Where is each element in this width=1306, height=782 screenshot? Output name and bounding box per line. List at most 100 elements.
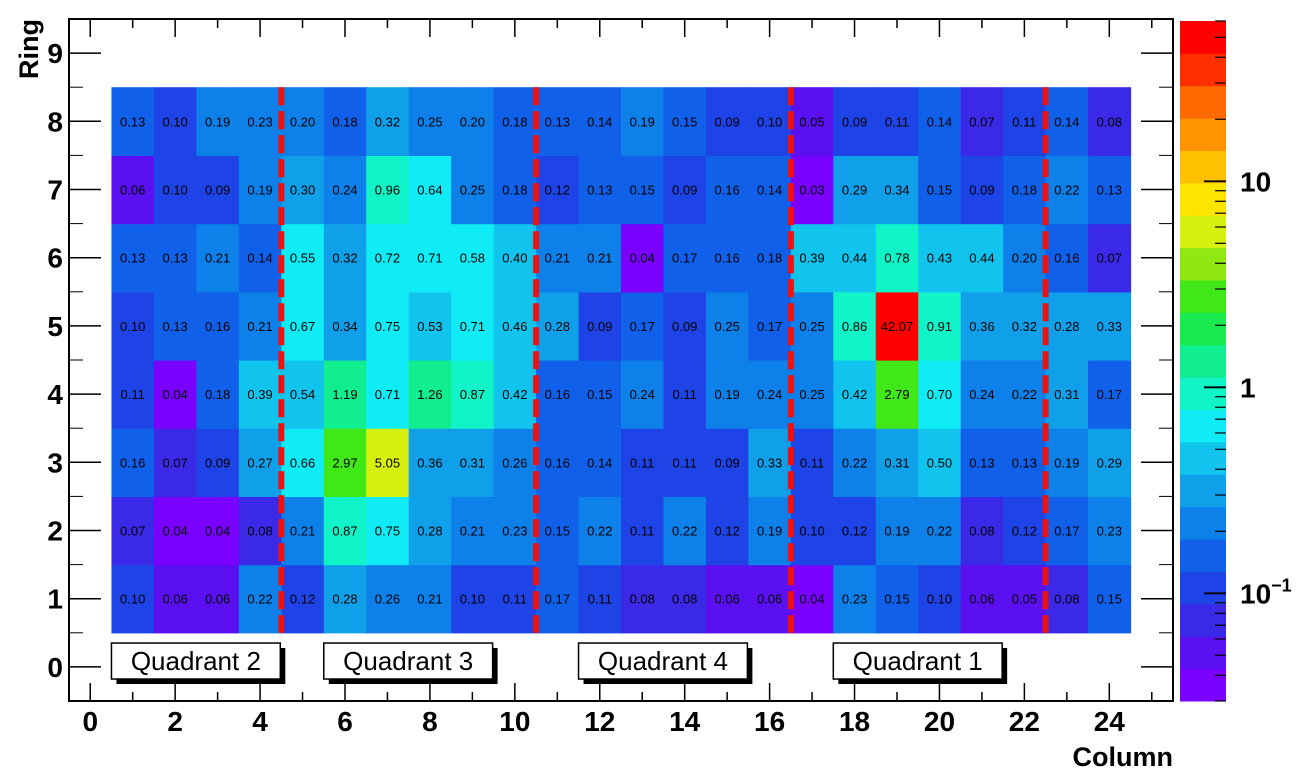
- heatmap-cell: [238, 87, 282, 156]
- cell-value-label: 0.09: [714, 455, 739, 470]
- heatmap-cell: [493, 291, 537, 361]
- cell-value-label: 0.64: [417, 183, 442, 198]
- cell-value-label: 0.21: [290, 524, 315, 539]
- cell-value-label: 0.21: [205, 251, 230, 266]
- heatmap-cell: [153, 223, 197, 293]
- color-scale-band: [1180, 182, 1226, 216]
- heatmap-cell: [493, 360, 537, 429]
- cell-value-label: 0.54: [290, 387, 315, 402]
- heatmap-cell: [451, 360, 495, 429]
- y-tick-label: 6: [47, 243, 63, 274]
- cell-value-label: 0.43: [927, 251, 952, 266]
- quadrant-boundaries: [278, 87, 1049, 633]
- cell-value-label: 0.19: [205, 114, 230, 129]
- x-tick-label: 16: [754, 706, 785, 737]
- x-tick-label: 0: [82, 706, 98, 737]
- heatmap-cell: [705, 291, 749, 361]
- heatmap-cell: [238, 496, 282, 566]
- cell-value-label: 0.21: [417, 592, 442, 607]
- heatmap-cell: [238, 564, 282, 634]
- heatmap-cell: [790, 564, 834, 634]
- cell-value-label: 0.70: [927, 387, 952, 402]
- color-scale-band: [1180, 441, 1226, 475]
- heatmap-cell: [111, 223, 155, 293]
- heatmap-cell: [621, 87, 665, 156]
- cell-value-label: 0.11: [673, 387, 697, 402]
- heatmap-cell: [153, 564, 197, 634]
- cell-value-label: 0.18: [757, 251, 782, 266]
- cell-value-label: 0.50: [927, 455, 952, 470]
- cell-value-label: 0.32: [332, 251, 357, 266]
- heatmap-cell: [153, 155, 197, 225]
- heatmap-cell: [621, 291, 665, 361]
- cell-value-label: 0.09: [969, 183, 994, 198]
- cell-value-label: 0.17: [672, 251, 697, 266]
- heatmap-cell: [1003, 428, 1047, 497]
- cell-value-label: 0.11: [588, 592, 612, 607]
- cell-value-label: 0.40: [502, 251, 527, 266]
- cell-value-label: 0.10: [927, 592, 952, 607]
- heatmap-cell: [111, 291, 155, 361]
- y-axis-title: Ring: [14, 19, 44, 79]
- heatmap-cell: [281, 496, 325, 566]
- cell-value-label: 0.24: [757, 387, 782, 402]
- heatmap-cell: [536, 496, 580, 566]
- cell-value-label: 0.21: [587, 251, 612, 266]
- x-tick-label: 10: [499, 706, 530, 737]
- heatmap-cell: [578, 496, 622, 566]
- heatmap-cell: [705, 155, 749, 225]
- heatmap-cell: [323, 564, 367, 634]
- color-scale-band: [1180, 539, 1226, 572]
- x-tick-label: 20: [924, 706, 955, 737]
- cell-value-label: 5.05: [375, 455, 400, 470]
- cell-value-label: 0.17: [545, 592, 570, 607]
- heatmap-cell: [833, 428, 877, 497]
- cell-value-label: 0.16: [1054, 251, 1079, 266]
- heatmap-cell: [196, 87, 240, 156]
- heatmap-cell: [1045, 87, 1089, 156]
- cell-value-label: 0.19: [884, 524, 909, 539]
- heatmap-cell: [790, 496, 834, 566]
- heatmap-cell: [790, 223, 834, 293]
- cell-value-label: 0.20: [460, 114, 485, 129]
- cell-value-label: 0.13: [120, 114, 145, 129]
- cell-value-label: 0.16: [714, 251, 739, 266]
- cell-value-label: 0.26: [502, 455, 527, 470]
- cell-value-label: 0.14: [587, 114, 612, 129]
- heatmap-cell: [1003, 291, 1047, 361]
- cell-value-label: 0.18: [332, 114, 357, 129]
- cell-value-label: 0.11: [630, 524, 654, 539]
- cell-value-label: 0.71: [375, 387, 400, 402]
- quadrant-box: [832, 642, 1003, 680]
- heatmap-cell: [366, 223, 410, 293]
- cell-value-label: 0.04: [799, 592, 824, 607]
- cell-value-label: 0.06: [205, 592, 230, 607]
- cell-value-label: 0.55: [290, 251, 315, 266]
- heatmap-cell: [790, 428, 834, 497]
- heatmap-cell: [366, 360, 410, 429]
- heatmap-cell: [663, 360, 707, 429]
- cell-value-label: 0.28: [545, 319, 570, 334]
- heatmap-cell: [705, 360, 749, 429]
- heatmap-cell: [918, 87, 962, 156]
- heatmap-cell: [536, 223, 580, 293]
- cell-value-label: 0.31: [884, 455, 909, 470]
- cell-value-label: 0.15: [587, 387, 612, 402]
- cell-value-label: 0.22: [247, 592, 272, 607]
- heatmap-cell: [323, 223, 367, 293]
- heatmap-cell: [238, 428, 282, 497]
- cell-value-label: 0.04: [162, 387, 187, 402]
- heatmap-cell: [1003, 155, 1047, 225]
- heatmap-cell: [578, 291, 622, 361]
- cell-value-label: 0.13: [162, 251, 187, 266]
- cell-value-label: 0.13: [969, 455, 994, 470]
- heatmap-cell: [238, 155, 282, 225]
- heatmap-cell: [790, 360, 834, 429]
- heatmap-cell: [408, 291, 452, 361]
- heatmap-cell: [323, 87, 367, 156]
- y-axis: 0 1 2 3 4 5 6 7 8 9: [47, 18, 1173, 702]
- cell-value-label: 0.13: [587, 183, 612, 198]
- heatmap-cell: [833, 155, 877, 225]
- cell-value-label: 0.10: [162, 114, 187, 129]
- cell-value-label: 0.71: [417, 251, 442, 266]
